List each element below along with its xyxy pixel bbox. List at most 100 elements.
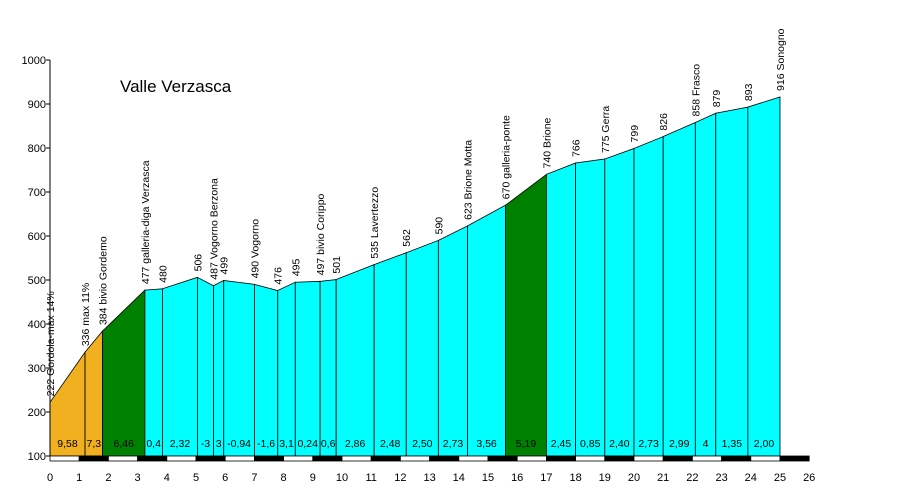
x-tick-label: 4 bbox=[164, 472, 170, 484]
point-label: 670 galleria-ponte bbox=[501, 115, 513, 199]
x-tick-label: 8 bbox=[281, 472, 287, 484]
point-label: 506 bbox=[192, 254, 204, 272]
point-labels: 222 Gordola-max 14% 336 max 11% 384 bivio … bbox=[45, 28, 787, 396]
segment-gradient-label: -1,6 bbox=[257, 438, 275, 450]
point-label: 623 Brione Motta bbox=[463, 140, 475, 220]
y-tick-label: 900 bbox=[28, 99, 46, 111]
x-axis-km-bar bbox=[137, 455, 168, 462]
x-tick-label: 3 bbox=[135, 472, 141, 484]
x-tick-label: 1 bbox=[76, 472, 82, 484]
segment-gradient-label: 2,40 bbox=[609, 438, 630, 450]
profile-segment bbox=[162, 276, 198, 457]
x-tick-label: 9 bbox=[310, 472, 316, 484]
point-label: 487 Vogorno Berzona bbox=[209, 178, 221, 280]
profile-segment bbox=[662, 121, 696, 457]
y-tick-label: 800 bbox=[28, 143, 46, 155]
y-tick-label: 200 bbox=[28, 407, 46, 419]
x-tick-label: 0 bbox=[47, 472, 53, 484]
point-label: 562 bbox=[401, 229, 413, 247]
point-label: 740 Brione bbox=[541, 117, 553, 168]
y-tick-label: 500 bbox=[28, 275, 46, 287]
x-axis-km-bar bbox=[604, 455, 635, 462]
point-label: 336 max 11% bbox=[80, 283, 92, 346]
x-tick-label: 22 bbox=[686, 472, 698, 484]
point-label: 879 bbox=[711, 90, 723, 108]
profile-segment bbox=[405, 239, 439, 457]
point-label: 501 bbox=[331, 256, 343, 274]
x-tick-label: 20 bbox=[628, 472, 640, 484]
profile-segment bbox=[575, 158, 606, 457]
profile-segments: 9,58 7,3 6,46 0,4 2,32 -3 3 -0,94 -1,6 3,1 0,24 0,6… bbox=[49, 96, 781, 457]
y-tick-label: 700 bbox=[28, 187, 46, 199]
x-tick-label: 25 bbox=[774, 472, 786, 484]
point-label: 766 bbox=[571, 139, 583, 157]
segment-gradient-label: 2,48 bbox=[380, 438, 401, 450]
point-label: 535 Lavertezzo bbox=[369, 187, 381, 259]
point-label: 490 Vogorno bbox=[249, 219, 261, 279]
axes: 0 1 2 3 4 5 6 7 8 9 10 11 12 13 14 15 16 17 18 19 20 21 22 23 24… bbox=[22, 55, 816, 484]
x-tick-label: 12 bbox=[394, 472, 406, 484]
x-axis-km-bar bbox=[78, 455, 109, 462]
point-label: 799 bbox=[629, 125, 641, 143]
segment-gradient-label: 0,24 bbox=[297, 438, 318, 450]
segment-gradient-label: -0,94 bbox=[227, 438, 251, 450]
segment-gradient-label: 0,6 bbox=[321, 438, 336, 450]
profile-segment bbox=[223, 279, 255, 457]
point-label: 893 bbox=[743, 83, 755, 101]
x-axis-km-bar bbox=[341, 455, 372, 462]
y-tick-label: 100 bbox=[28, 451, 46, 463]
point-label: 858 Frasco bbox=[690, 64, 702, 117]
x-axis-km-bar bbox=[195, 455, 226, 462]
segment-gradient-label: 2,99 bbox=[669, 438, 690, 450]
profile-segment bbox=[604, 147, 635, 457]
profile-segment bbox=[747, 96, 781, 457]
x-axis-km-bar bbox=[312, 455, 343, 462]
x-axis-km-bar bbox=[779, 455, 810, 462]
point-label: 499 bbox=[219, 257, 231, 275]
segment-gradient-label: 7,3 bbox=[86, 438, 101, 450]
y-tick-label: 600 bbox=[28, 231, 46, 243]
x-tick-label: 14 bbox=[453, 472, 465, 484]
profile-segment bbox=[335, 264, 375, 457]
x-axis-km-bar bbox=[108, 455, 139, 462]
x-axis-km-bar bbox=[458, 455, 489, 462]
x-tick-label: 16 bbox=[511, 472, 523, 484]
x-axis-km-bar bbox=[692, 455, 723, 462]
segment-gradient-label: 0,85 bbox=[580, 438, 601, 450]
profile-segment bbox=[213, 279, 225, 457]
segment-gradient-label: 3,1 bbox=[279, 438, 294, 450]
segment-gradient-label: 3 bbox=[216, 438, 222, 450]
point-label: 497 bivio Corippo bbox=[315, 193, 327, 275]
x-axis-km-bar bbox=[253, 455, 284, 462]
x-tick-label: 13 bbox=[423, 472, 435, 484]
profile-segment bbox=[467, 204, 506, 457]
x-tick-label: 21 bbox=[657, 472, 669, 484]
segment-gradient-label: 2,32 bbox=[170, 438, 191, 450]
point-label: 477 galleria-diga Verzasca bbox=[140, 160, 152, 284]
segment-gradient-label: 2,73 bbox=[443, 438, 464, 450]
segment-gradient-label: -3 bbox=[201, 438, 210, 450]
x-tick-label: 17 bbox=[540, 472, 552, 484]
segment-gradient-label: 9,58 bbox=[57, 438, 78, 450]
x-axis-km-bar bbox=[546, 455, 577, 462]
x-tick-label: 7 bbox=[251, 472, 257, 484]
point-label: 495 bbox=[290, 259, 302, 277]
x-axis-km-bar bbox=[633, 455, 664, 462]
profile-segment bbox=[277, 281, 296, 457]
segment-gradient-label: 3,56 bbox=[476, 438, 497, 450]
y-tick-label: 300 bbox=[28, 363, 46, 375]
x-axis-km-bar bbox=[166, 455, 197, 462]
x-axis-km-bar bbox=[370, 455, 401, 462]
segment-gradient-label: 4 bbox=[703, 438, 709, 450]
segment-gradient-label: 0,4 bbox=[146, 438, 161, 450]
profile-segment bbox=[144, 288, 163, 457]
x-axis-km-bar bbox=[662, 455, 693, 462]
profile-segment bbox=[254, 283, 279, 457]
point-label: 590 bbox=[433, 217, 445, 235]
x-tick-label: 15 bbox=[482, 472, 494, 484]
point-label: 480 bbox=[157, 265, 169, 283]
profile-segment bbox=[197, 276, 214, 457]
profile-segment bbox=[633, 135, 664, 457]
x-axis-km-bar bbox=[750, 455, 781, 462]
